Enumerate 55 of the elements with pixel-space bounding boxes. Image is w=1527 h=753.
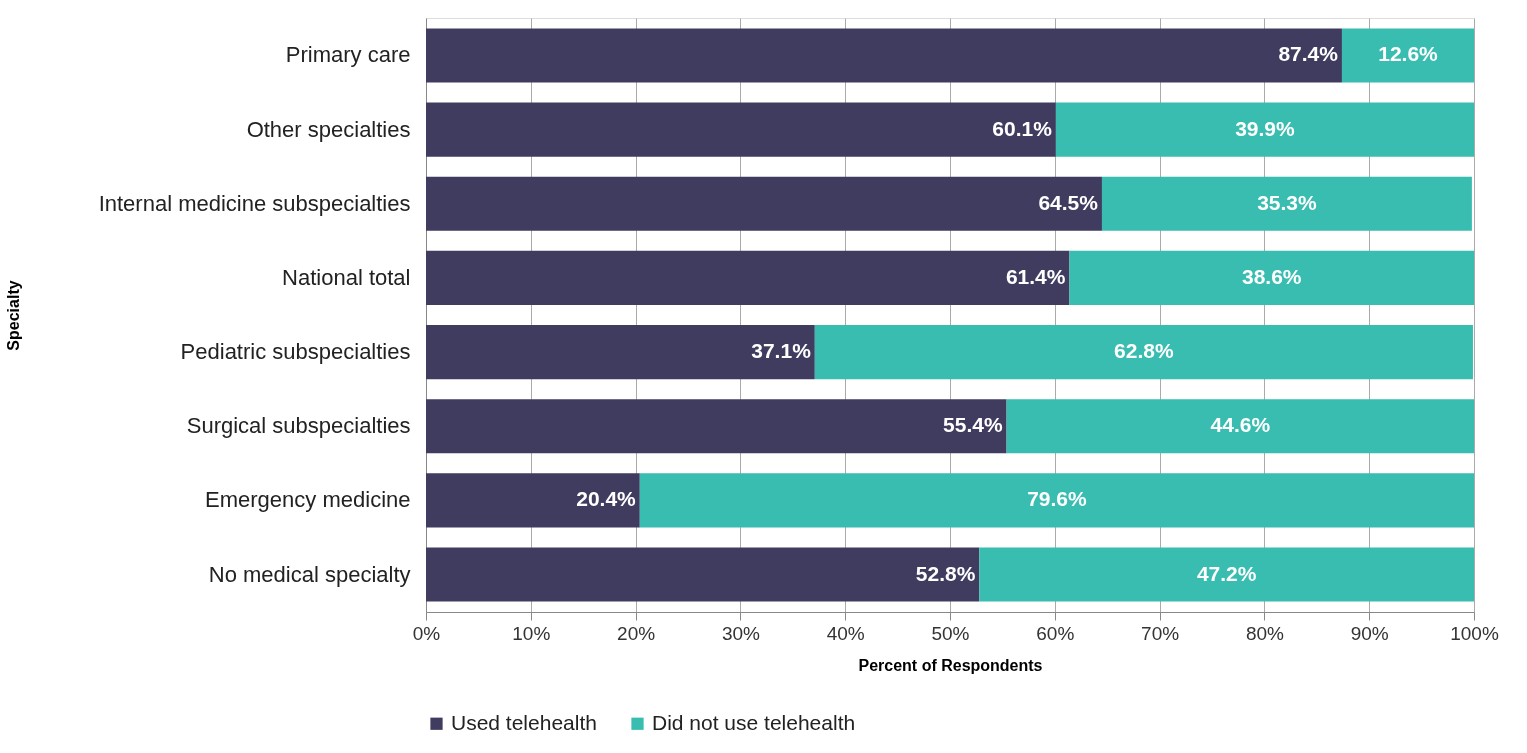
x-tick-label: 40% (826, 622, 865, 644)
data-label: 37.1% (751, 339, 812, 363)
data-label: 87.4% (1278, 42, 1339, 66)
y-tick-label: Pediatric subspecialties (180, 339, 411, 365)
legend-label: Did not use telehealth (652, 710, 856, 734)
y-tick-label: No medical specialty (208, 561, 411, 587)
data-label: 47.2% (1196, 561, 1257, 585)
y-tick-label: Other specialties (246, 116, 411, 142)
bar (1069, 250, 1474, 305)
bar (1055, 102, 1474, 157)
data-label: 39.9% (1235, 116, 1296, 140)
bar (426, 399, 1007, 454)
data-label: 38.6% (1241, 264, 1302, 288)
y-tick-label: Internal medicine subspecialties (98, 190, 411, 216)
y-tick-label: National total (282, 264, 411, 290)
data-label: 64.5% (1038, 190, 1099, 214)
data-label: 61.4% (1005, 264, 1066, 288)
bar (426, 176, 1102, 231)
x-tick-label: 100% (1450, 622, 1499, 644)
x-tick-label: 0% (412, 622, 441, 644)
y-tick-label: Emergency medicine (205, 487, 411, 513)
y-axis-title: Specialty (4, 280, 22, 351)
bar (1341, 28, 1474, 83)
x-tick-label: 90% (1350, 622, 1389, 644)
data-label: 62.8% (1114, 339, 1174, 363)
legend-label: Used telehealth (451, 710, 597, 734)
x-tick-label: 70% (1141, 622, 1180, 644)
x-tick-label: 60% (1036, 622, 1075, 644)
data-label: 20.4% (576, 487, 637, 511)
bar (426, 250, 1070, 305)
x-tick-label: 50% (931, 622, 970, 644)
data-label: 35.3% (1257, 190, 1318, 214)
data-label: 55.4% (943, 413, 1003, 437)
x-tick-label: 30% (721, 622, 761, 644)
bar (814, 325, 1473, 380)
data-label: 12.6% (1378, 42, 1439, 66)
data-label: 60.1% (992, 116, 1053, 140)
x-axis-title: Percent of Respondents (858, 656, 1043, 674)
data-label: 52.8% (915, 561, 976, 585)
data-label: 44.6% (1210, 413, 1271, 437)
bar (426, 473, 640, 528)
y-tick-label: Primary care (285, 42, 411, 68)
bar (1006, 399, 1474, 454)
x-tick-label: 20% (617, 622, 656, 644)
bar (426, 547, 980, 602)
bar (426, 325, 815, 380)
bar (639, 473, 1474, 528)
bar (426, 102, 1056, 157)
x-tick-label: 80% (1245, 622, 1285, 644)
bar (979, 547, 1474, 602)
data-label: 79.6% (1027, 487, 1087, 511)
bar (1101, 176, 1472, 231)
x-tick-label: 10% (512, 622, 551, 644)
y-tick-label: Surgical subspecialties (186, 413, 411, 439)
bar (426, 28, 1342, 83)
